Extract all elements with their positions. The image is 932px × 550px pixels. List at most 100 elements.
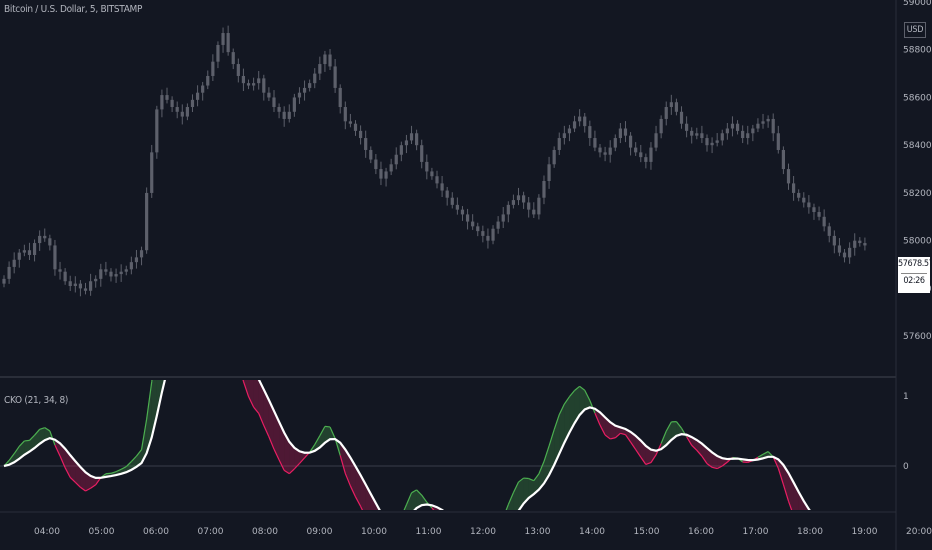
candle-body [669, 102, 673, 108]
oscillator-fill [600, 412, 606, 436]
candle-body [567, 128, 572, 134]
oscillator-fill [355, 466, 361, 507]
oscillator-line [135, 449, 143, 457]
oscillator-fill [855, 542, 860, 550]
candle-body [333, 66, 337, 88]
time-tick-label: 16:00 [688, 527, 714, 537]
oscillator-line [691, 444, 698, 451]
oscillator-line [386, 539, 391, 544]
candle-body [32, 243, 37, 255]
time-tick-label: 04:00 [34, 527, 60, 537]
oscillator-line [283, 469, 290, 475]
oscillator-line [146, 381, 153, 420]
oscillator-line [447, 525, 452, 530]
candle-body [440, 183, 444, 191]
oscillator-line [640, 456, 647, 465]
candle-body [781, 149, 785, 170]
oscillator-line [172, 296, 177, 303]
candle-body [812, 207, 816, 213]
oscillator-fill [284, 432, 290, 474]
oscillator-line [403, 504, 407, 510]
candle-body [455, 204, 459, 210]
oscillator-fill [457, 521, 462, 537]
time-axis[interactable]: 04:00 05:00 06:00 07:00 08:00 09:00 10:00 11:00… [34, 527, 932, 537]
oscillator-fill [203, 331, 208, 333]
candle-body [53, 245, 57, 270]
candle-body [409, 133, 414, 141]
candle-body [175, 107, 179, 112]
time-tick-label: 17:00 [743, 527, 769, 537]
oscillator-line [411, 489, 417, 494]
oscillator-line [74, 481, 81, 488]
oscillator-line [772, 456, 779, 469]
candle-body [68, 281, 72, 287]
oscillator-axis[interactable]: 10 [903, 392, 909, 472]
candle-body [94, 278, 98, 282]
oscillator-line [543, 445, 550, 462]
candle-body [608, 147, 612, 155]
oscillator-line [483, 546, 488, 547]
oscillator-line [614, 432, 621, 439]
oscillator-pane [3, 296, 860, 550]
oscillator-fill [273, 410, 280, 460]
candle-body [155, 109, 159, 153]
candle-body [165, 95, 169, 100]
oscillator-fill [559, 404, 565, 454]
candle-body [226, 33, 230, 53]
price-tag-divider [901, 273, 927, 274]
candle-body [674, 102, 679, 112]
oscillator-line [319, 426, 326, 436]
candle-body [89, 281, 93, 291]
oscillator-fill [289, 441, 295, 474]
candle-body [134, 257, 139, 263]
candle-body [802, 197, 806, 203]
oscillator-fill [268, 400, 274, 450]
candle-body [17, 252, 21, 260]
oscillator-line [442, 520, 447, 526]
oscillator-line [630, 441, 637, 450]
oscillator-line [293, 463, 300, 470]
oscillator-line [162, 297, 167, 310]
candle-body [318, 64, 322, 74]
oscillator-line [548, 429, 555, 447]
oscillator-line [8, 453, 15, 461]
oscillator-line [203, 332, 208, 333]
oscillator-line [213, 325, 218, 331]
candle-body [257, 78, 261, 84]
oscillator-line [538, 461, 545, 475]
oscillator-line [329, 426, 336, 439]
last-price-tag: 57678.57 02:26 [898, 257, 932, 293]
candle-body [832, 235, 836, 246]
candle-body [302, 87, 307, 93]
candle-body [180, 111, 184, 117]
candle-body [241, 75, 246, 84]
oscillator-line [814, 541, 819, 543]
time-tick-label: 06:00 [143, 527, 169, 537]
currency-badge[interactable]: USD [904, 22, 926, 38]
oscillator-fill [406, 492, 412, 510]
oscillator-line [462, 538, 467, 541]
oscillator-line [110, 471, 117, 474]
oscillator-line [505, 504, 509, 510]
oscillator-fill [294, 447, 300, 469]
oscillator-line [24, 439, 30, 442]
candle-body [822, 216, 826, 227]
oscillator-fill [75, 461, 81, 488]
oscillator-fill [192, 325, 197, 331]
oscillator-line [85, 487, 91, 492]
oscillator-line [167, 296, 172, 297]
candle-body [384, 171, 388, 179]
candle-body [572, 121, 577, 129]
candle-body [618, 128, 622, 139]
candle-body [537, 197, 541, 215]
oscillator-line [349, 485, 357, 498]
candle-body [246, 83, 251, 86]
oscillator-line [391, 529, 396, 539]
chart-title: Bitcoin / U.S. Dollar, 5, BITSTAMP [4, 4, 143, 15]
oscillator-line [468, 541, 473, 543]
candle-body [272, 97, 276, 108]
candle-body [506, 204, 510, 215]
candle-body [201, 85, 205, 93]
oscillator-fill [452, 517, 457, 534]
